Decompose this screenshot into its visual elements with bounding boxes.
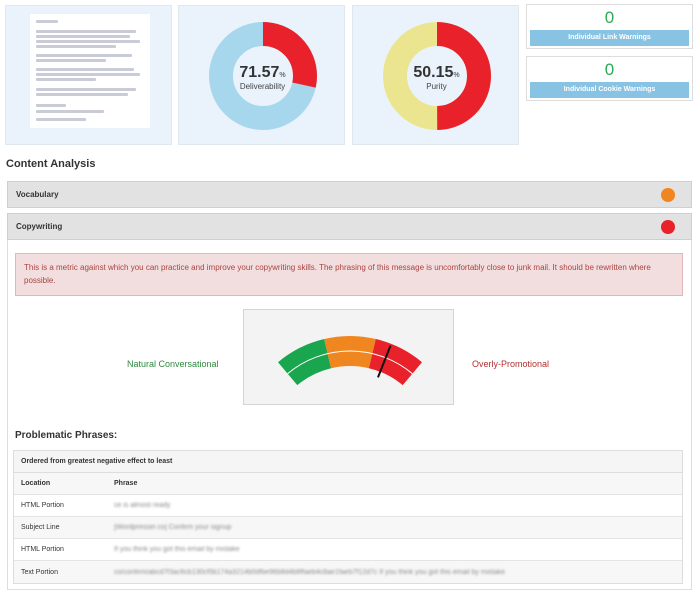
row-phrase: ce is almost ready	[114, 502, 171, 509]
link-warnings-card: 0 Individual Link Warnings	[526, 4, 693, 49]
table-row: Text Portion co/confirm/abcd7f3ac6cb130c…	[14, 561, 682, 583]
copywriting-label: Copywriting	[16, 222, 63, 231]
row-location: HTML Portion	[21, 546, 64, 553]
gauge-right-label: Overly-Promotional	[472, 359, 550, 369]
purity-center: 50.15% Purity	[353, 64, 520, 91]
deliverability-label: Deliverability	[239, 82, 286, 91]
column-header-phrase: Phrase	[114, 480, 138, 487]
purity-card: 50.15% Purity	[352, 5, 519, 145]
cookie-warnings-button[interactable]: Individual Cookie Warnings	[530, 82, 689, 98]
copywriting-gauge	[243, 309, 454, 405]
content-analysis-title: Content Analysis	[6, 158, 96, 170]
gauge-left-label: Natural Conversational	[127, 359, 219, 369]
link-warnings-button[interactable]: Individual Link Warnings	[530, 30, 689, 46]
table-header-row: Location Phrase	[14, 473, 682, 495]
vocabulary-status-dot	[661, 188, 675, 202]
gauge-needle	[377, 345, 392, 378]
email-preview-thumbnail[interactable]	[30, 14, 150, 128]
deliverability-ring-remainder	[209, 22, 317, 130]
gauge-svg	[278, 336, 422, 386]
column-header-location: Location	[21, 480, 51, 487]
copywriting-alert: This is a metric against which you can p…	[15, 253, 683, 296]
row-phrase: If you think you got this email by mista…	[114, 546, 240, 553]
cookie-warnings-card: 0 Individual Cookie Warnings	[526, 56, 693, 101]
gauge-inner-line	[287, 350, 413, 375]
copywriting-panel	[7, 240, 692, 590]
purity-unit: %	[453, 72, 460, 79]
deliverability-value: 71.57	[239, 64, 280, 81]
purity-value: 50.15	[413, 64, 454, 81]
table-row: Subject Line [Wordpresser.co] Confirm yo…	[14, 517, 682, 539]
purity-ring-remainder	[383, 22, 491, 130]
deliverability-card: 71.57% Deliverability	[178, 5, 345, 145]
row-phrase: [Wordpresser.co] Confirm your signup	[114, 524, 232, 531]
table-row: HTML Portion If you think you got this e…	[14, 539, 682, 561]
email-preview-card	[5, 5, 172, 145]
cookie-warnings-count: 0	[604, 60, 615, 79]
purity-donut	[383, 22, 491, 130]
row-location: HTML Portion	[21, 502, 64, 509]
link-warnings-count: 0	[604, 8, 615, 27]
purity-label: Purity	[426, 82, 447, 91]
row-phrase: co/confirm/abcd7f3ac6cb130cf5b174a3214b0…	[114, 568, 505, 576]
vocabulary-label: Vocabulary	[16, 190, 59, 199]
table-caption: Ordered from greatest negative effect to…	[14, 451, 682, 473]
problematic-phrases-title: Problematic Phrases:	[15, 430, 118, 441]
table-row: HTML Portion ce is almost ready	[14, 495, 682, 517]
deliverability-donut	[209, 22, 317, 130]
deliverability-unit: %	[279, 72, 286, 79]
copywriting-status-dot	[661, 220, 675, 234]
vocabulary-accordion[interactable]: Vocabulary	[7, 181, 692, 208]
gauge-segment-orange	[324, 336, 376, 369]
row-location: Text Portion	[21, 568, 58, 576]
copywriting-accordion[interactable]: Copywriting	[7, 213, 692, 240]
deliverability-center: 71.57% Deliverability	[179, 64, 346, 91]
problematic-phrases-table: Ordered from greatest negative effect to…	[13, 450, 683, 584]
row-location: Subject Line	[21, 524, 60, 531]
